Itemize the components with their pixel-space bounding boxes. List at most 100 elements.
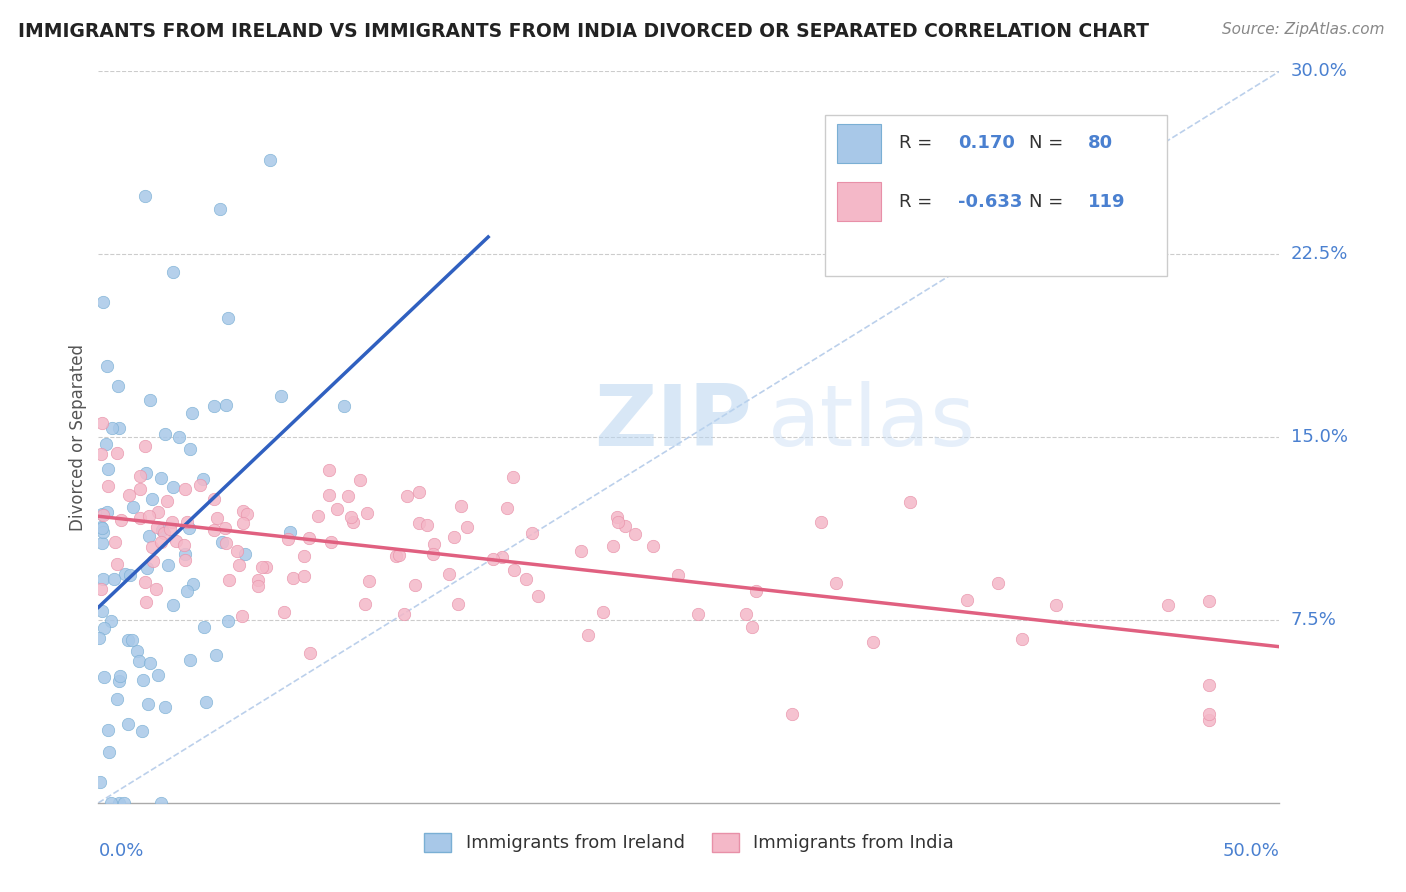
Point <box>132 673 155 687</box>
Point <box>666 567 689 582</box>
Point <box>247 579 270 593</box>
Point <box>105 558 128 572</box>
Point <box>97 745 120 759</box>
FancyBboxPatch shape <box>837 182 882 221</box>
Point <box>503 563 526 577</box>
Point <box>176 515 198 529</box>
Text: N =: N = <box>1029 135 1069 153</box>
Point <box>129 483 152 497</box>
Legend: Immigrants from Ireland, Immigrants from India: Immigrants from Ireland, Immigrants from… <box>416 826 962 860</box>
Point <box>91 572 114 586</box>
Point <box>90 536 112 550</box>
Point <box>1198 594 1220 608</box>
Point <box>90 582 112 597</box>
Point <box>93 525 115 540</box>
Point <box>576 628 599 642</box>
Point <box>194 695 217 709</box>
Point <box>349 474 371 488</box>
Point <box>956 593 979 607</box>
Point <box>103 535 125 549</box>
Point <box>141 540 163 554</box>
Point <box>181 406 204 420</box>
Point <box>1198 713 1220 727</box>
Point <box>515 572 537 586</box>
Point <box>1198 707 1220 722</box>
Point <box>193 620 215 634</box>
Point <box>437 566 460 581</box>
Point <box>450 500 472 514</box>
Point <box>385 549 408 563</box>
Point <box>122 500 145 514</box>
Point <box>100 796 122 810</box>
Point <box>325 502 347 516</box>
Point <box>128 511 150 525</box>
Point <box>613 519 636 533</box>
Point <box>208 202 231 216</box>
Point <box>159 522 181 536</box>
Point <box>606 509 628 524</box>
Point <box>231 609 253 624</box>
Point <box>340 510 363 524</box>
Point <box>191 472 214 486</box>
Point <box>150 796 173 810</box>
FancyBboxPatch shape <box>837 124 882 163</box>
Point <box>181 577 204 591</box>
Point <box>415 518 437 533</box>
Point <box>160 515 183 529</box>
Text: Source: ZipAtlas.com: Source: ZipAtlas.com <box>1222 22 1385 37</box>
Point <box>592 605 614 619</box>
Point <box>179 653 201 667</box>
Point <box>93 621 115 635</box>
Point <box>246 573 269 587</box>
Point <box>520 526 543 541</box>
Point <box>408 485 430 500</box>
Text: 50.0%: 50.0% <box>1223 842 1279 860</box>
Point <box>354 597 377 611</box>
Point <box>110 512 132 526</box>
Point <box>270 389 292 403</box>
Text: 0.170: 0.170 <box>959 135 1015 153</box>
Point <box>114 566 136 581</box>
Point <box>138 529 160 543</box>
Point <box>108 674 131 689</box>
Point <box>93 670 115 684</box>
Point <box>744 584 766 599</box>
Point <box>120 567 142 582</box>
Point <box>157 558 180 572</box>
Point <box>228 558 250 573</box>
Point <box>173 538 195 552</box>
Point <box>105 692 128 706</box>
Point <box>527 589 550 603</box>
Point <box>138 508 160 523</box>
Point <box>97 479 120 493</box>
Point <box>1198 678 1220 692</box>
Point <box>136 697 159 711</box>
Point <box>292 549 315 563</box>
Point <box>90 519 112 533</box>
Point <box>496 500 519 515</box>
Point <box>148 668 170 682</box>
Point <box>97 723 120 737</box>
Point <box>217 311 239 326</box>
Point <box>176 583 198 598</box>
Point <box>211 534 233 549</box>
Point <box>356 506 378 520</box>
Point <box>204 523 226 537</box>
Text: atlas: atlas <box>768 381 976 464</box>
Point <box>135 466 157 480</box>
Point <box>162 599 184 613</box>
Point <box>105 446 128 460</box>
Point <box>135 594 157 608</box>
Point <box>225 543 247 558</box>
Text: 7.5%: 7.5% <box>1291 611 1337 629</box>
Point <box>108 796 131 810</box>
Point <box>422 547 444 561</box>
Point <box>91 416 114 430</box>
Point <box>89 775 111 789</box>
Point <box>236 507 259 521</box>
Point <box>898 495 921 509</box>
Point <box>173 547 195 561</box>
Point <box>90 447 112 461</box>
Point <box>150 523 173 537</box>
Point <box>112 796 135 810</box>
